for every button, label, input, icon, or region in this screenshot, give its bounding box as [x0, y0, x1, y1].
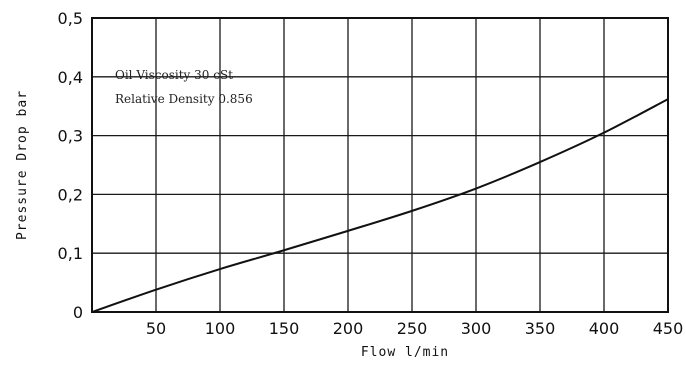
x-tick-label-100: 100 — [205, 319, 236, 338]
x-tick-label-400: 400 — [589, 319, 620, 338]
y-tick-label-4: 0,4 — [58, 68, 83, 87]
x-tick-label-250: 250 — [397, 319, 428, 338]
y-tick-label-5: 0,5 — [58, 9, 83, 28]
y-axis-label: Pressure Drop bar — [15, 90, 30, 240]
annotation-relative-density: Relative Density 0.856 — [115, 92, 253, 106]
plot-frame — [91, 17, 669, 313]
tick-labels: 50 100 150 200 250 300 350 400 450 0 0,1 0,2 0,3 0,4 0… — [58, 9, 684, 338]
x-tick-label-50: 50 — [146, 319, 166, 338]
y-tick-label-3: 0,3 — [58, 127, 83, 146]
x-tick-label-150: 150 — [269, 319, 300, 338]
annotation-oil-viscosity: Oil Viscosity 30 cSt — [115, 68, 233, 82]
grid-layer — [92, 18, 668, 312]
x-tick-label-300: 300 — [461, 319, 492, 338]
x-tick-label-350: 350 — [525, 319, 556, 338]
y-tick-label-0: 0 — [73, 303, 83, 322]
y-tick-label-2: 0,2 — [58, 185, 83, 204]
x-axis-label: Flow l/min — [361, 345, 449, 360]
x-tick-label-450: 450 — [653, 319, 684, 338]
x-tick-label-200: 200 — [333, 319, 364, 338]
y-tick-label-1: 0,1 — [58, 244, 83, 263]
series-line — [91, 98, 669, 313]
